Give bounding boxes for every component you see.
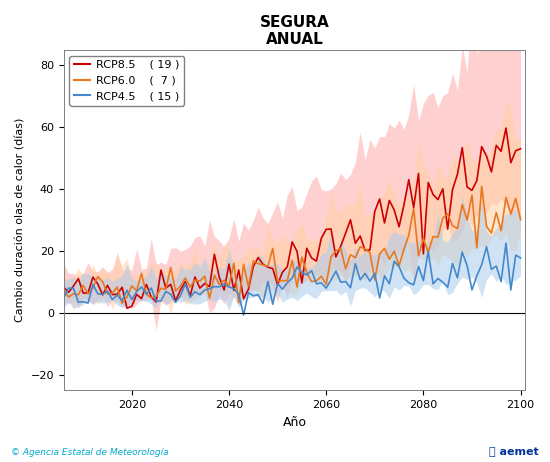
Text: © Agencia Estatal de Meteorología: © Agencia Estatal de Meteorología: [11, 449, 169, 457]
Legend: RCP8.5    ( 19 ), RCP6.0    (  7 ), RCP4.5    ( 15 ): RCP8.5 ( 19 ), RCP6.0 ( 7 ), RCP4.5 ( 15…: [69, 55, 184, 105]
X-axis label: Año: Año: [283, 415, 306, 429]
Y-axis label: Cambio duración olas de calor (días): Cambio duración olas de calor (días): [15, 118, 25, 322]
Text: Ⓜ aemet: Ⓜ aemet: [490, 447, 539, 457]
Title: SEGURA
ANUAL: SEGURA ANUAL: [260, 15, 329, 48]
